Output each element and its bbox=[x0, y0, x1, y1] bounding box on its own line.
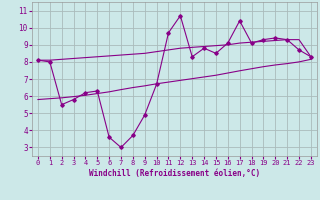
X-axis label: Windchill (Refroidissement éolien,°C): Windchill (Refroidissement éolien,°C) bbox=[89, 169, 260, 178]
